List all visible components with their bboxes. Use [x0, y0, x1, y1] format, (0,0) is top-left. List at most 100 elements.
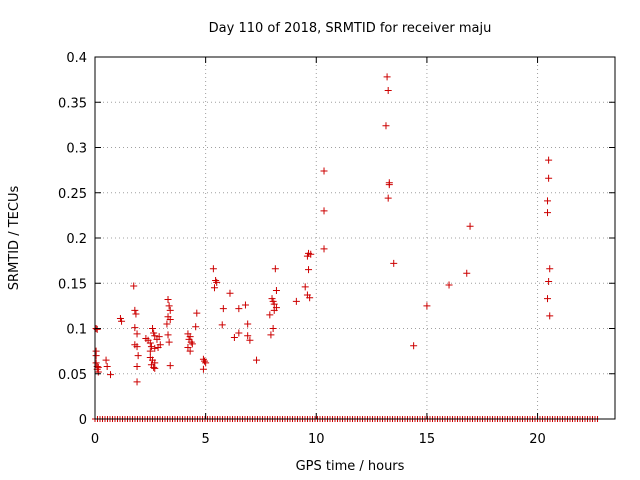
axis-ticks: [94, 56, 615, 420]
data-point: [102, 356, 110, 364]
x-tick-label: 15: [419, 432, 436, 447]
data-point: [151, 364, 159, 372]
y-tick-label: 0.1: [66, 323, 87, 338]
data-point: [165, 338, 173, 346]
data-point: [241, 301, 249, 309]
data-point: [235, 329, 243, 337]
y-tick-label: 0.15: [58, 277, 87, 292]
data-point: [266, 311, 274, 319]
data-point: [149, 325, 157, 332]
data-point: [385, 181, 393, 189]
data-point: [131, 306, 139, 314]
data-point: [272, 304, 280, 312]
data-point: [544, 209, 552, 217]
data-point: [301, 283, 309, 291]
data-point: [188, 340, 196, 348]
x-tick-labels: 0 5 10 15 20: [91, 432, 546, 447]
data-point: [193, 309, 201, 317]
x-tick-label: 0: [91, 432, 99, 447]
data-point: [132, 310, 140, 318]
y-tick-label: 0.25: [58, 187, 87, 202]
y-tick-label: 0: [79, 413, 87, 428]
data-point: [235, 305, 243, 313]
data-point: [463, 269, 471, 277]
data-point: [131, 324, 139, 332]
x-axis-label: GPS time / hours: [296, 459, 405, 474]
data-point: [384, 194, 392, 202]
data-point: [320, 245, 328, 253]
data-point: [146, 347, 154, 355]
y-tick-label: 0.05: [58, 368, 87, 383]
data-point: [410, 342, 418, 350]
data-point: [269, 325, 277, 332]
data-point: [246, 336, 254, 344]
data-point: [103, 363, 111, 371]
data-point: [445, 281, 453, 289]
data-point: [423, 302, 431, 310]
data-point: [320, 207, 328, 215]
data-point: [212, 277, 220, 285]
data-point: [134, 352, 142, 360]
data-point: [545, 277, 553, 285]
data-point: [164, 331, 172, 339]
data-point: [199, 355, 207, 363]
data-point: [545, 174, 553, 182]
data-point: [186, 347, 194, 355]
x-tick-label: 10: [308, 432, 325, 447]
data-point: [187, 338, 195, 346]
data-point: [155, 333, 163, 341]
data-point: [384, 86, 392, 94]
data-point: [213, 278, 221, 286]
data-point: [147, 343, 155, 351]
data-point: [244, 320, 252, 328]
data-point: [92, 359, 100, 367]
data-point: [272, 286, 280, 294]
x-tick-label: 20: [529, 432, 546, 447]
y-tick-labels: 0 0.05 0.1 0.15 0.2 0.25 0.3 0.35 0.4: [58, 51, 87, 428]
data-point: [267, 331, 275, 339]
data-point: [209, 265, 217, 273]
data-point: [390, 259, 398, 267]
data-point: [305, 266, 313, 274]
y-tick-label: 0.2: [66, 232, 87, 247]
data-point: [210, 284, 218, 292]
data-point: [202, 359, 210, 367]
data-point: [544, 197, 552, 205]
data-point: [546, 265, 554, 273]
data-point: [150, 363, 158, 371]
data-point: [253, 356, 261, 364]
data-point: [146, 339, 154, 347]
data-point: [192, 323, 200, 331]
data-point: [184, 344, 192, 352]
data-point: [218, 321, 226, 329]
data-point: [201, 357, 209, 365]
data-point: [544, 295, 552, 303]
data-point: [230, 334, 238, 342]
y-axis-label: SRMTID / TECUs: [7, 186, 22, 291]
grid: [95, 57, 615, 419]
data-point: [151, 332, 159, 340]
y-tick-label: 0.35: [58, 96, 87, 111]
data-point: [130, 282, 138, 290]
x-tick-label: 5: [201, 432, 209, 447]
data-point: [219, 305, 227, 313]
data-point: [133, 343, 141, 351]
chart-title: Day 110 of 2018, SRMTID for receiver maj…: [209, 21, 492, 36]
data-point: [164, 296, 172, 304]
data-point: [226, 289, 234, 297]
data-points: [92, 73, 554, 386]
data-point: [133, 378, 141, 386]
data-point: [166, 315, 174, 323]
data-point: [133, 363, 141, 371]
data-point: [166, 306, 174, 314]
data-point: [163, 320, 171, 328]
y-tick-label: 0.3: [66, 142, 87, 157]
data-point: [545, 156, 553, 164]
data-point: [199, 365, 207, 373]
y-tick-label: 0.4: [66, 51, 87, 66]
data-point: [466, 222, 474, 230]
data-point: [94, 368, 102, 376]
data-point: [154, 344, 162, 352]
data-point: [292, 297, 300, 305]
